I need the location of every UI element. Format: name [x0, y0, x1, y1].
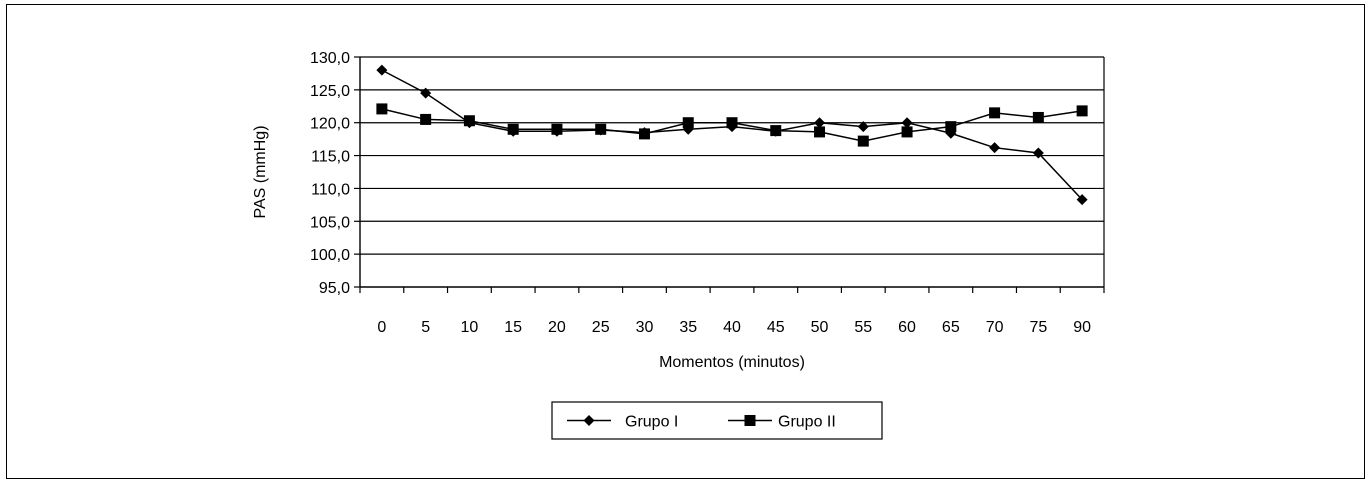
- data-point: [420, 87, 432, 99]
- x-tick-label: 70: [986, 319, 1004, 336]
- x-tick-label: 30: [636, 319, 654, 336]
- x-tick-label: 35: [679, 319, 697, 336]
- y-tick-label: 125,0: [310, 83, 350, 100]
- x-axis-label: Momentos (minutos): [659, 354, 805, 371]
- data-point: [989, 107, 1001, 119]
- data-point: [945, 121, 957, 133]
- series-1: [376, 64, 1088, 206]
- x-tick-label: 55: [854, 319, 872, 336]
- data-point: [420, 113, 432, 125]
- data-point: [814, 117, 826, 129]
- data-point: [682, 117, 694, 129]
- y-tick-label: 130,0: [310, 50, 350, 67]
- y-tick-label: 95,0: [319, 280, 350, 297]
- grid-lines: [360, 56, 1104, 255]
- data-point: [376, 64, 388, 76]
- data-point: [507, 123, 519, 135]
- x-tick-label: 25: [592, 319, 610, 336]
- data-point: [814, 126, 826, 138]
- data-point: [901, 126, 913, 138]
- x-tick-label: 75: [1029, 319, 1047, 336]
- x-tick-label: 0: [377, 319, 386, 336]
- x-tick-label: 10: [461, 319, 479, 336]
- data-point: [770, 125, 782, 137]
- x-tick-label: 60: [898, 319, 916, 336]
- legend-label: Grupo I: [625, 414, 678, 431]
- y-tick-label: 115,0: [311, 149, 350, 166]
- y-tick-label: 105,0: [310, 214, 350, 231]
- data-point: [551, 123, 563, 135]
- series-group: [376, 64, 1088, 206]
- y-tick-label: 110,0: [311, 181, 350, 198]
- y-axis-label: PAS (mmHg): [252, 125, 269, 218]
- data-point: [1032, 111, 1044, 123]
- data-point: [901, 117, 913, 129]
- data-point: [1076, 105, 1088, 117]
- legend-label: Grupo II: [778, 414, 836, 431]
- x-axis-ticks: 0 5 10 15 20 25 30 35 40 45 50 55 60 65 70 75 90: [359, 287, 1105, 336]
- legend-item-2: Grupo II: [728, 414, 836, 431]
- y-tick-label: 120,0: [310, 116, 350, 133]
- x-tick-label: 45: [767, 319, 785, 336]
- data-point: [638, 128, 650, 140]
- data-point: [857, 135, 869, 147]
- line-chart: 95,0100,0105,0110,0115,0120,0125,0130,0 …: [252, 50, 1105, 440]
- x-tick-label: 50: [811, 319, 829, 336]
- legend-item-1: Grupo I: [567, 414, 678, 431]
- series-2: [376, 103, 1088, 147]
- x-tick-label: 90: [1073, 319, 1091, 336]
- data-point: [376, 103, 388, 115]
- data-point: [1032, 147, 1044, 159]
- x-tick-label: 20: [548, 319, 566, 336]
- legend-marker: [583, 415, 595, 426]
- x-tick-label: 40: [723, 319, 741, 336]
- data-point: [1076, 194, 1088, 206]
- x-tick-label: 15: [504, 319, 522, 336]
- data-point: [463, 115, 475, 127]
- data-point: [945, 127, 957, 139]
- x-tick-label: 65: [942, 319, 960, 336]
- legend-marker: [744, 415, 756, 426]
- data-point: [857, 121, 869, 133]
- y-tick-label: 100,0: [310, 247, 350, 264]
- data-point: [989, 142, 1001, 154]
- data-point: [726, 117, 738, 129]
- y-axis-ticks: 95,0 100,0 105,0 110,0 115,0 120,0 125,0 130,0: [310, 50, 360, 297]
- legend: Grupo I Grupo II: [551, 401, 883, 440]
- chart-frame: 95,0 100,0 105,0 110,0 115,0 120,0 125,0 130,0 …: [6, 4, 1365, 479]
- x-tick-label: 5: [421, 319, 430, 336]
- data-point: [595, 123, 607, 135]
- axes: [359, 57, 1105, 288]
